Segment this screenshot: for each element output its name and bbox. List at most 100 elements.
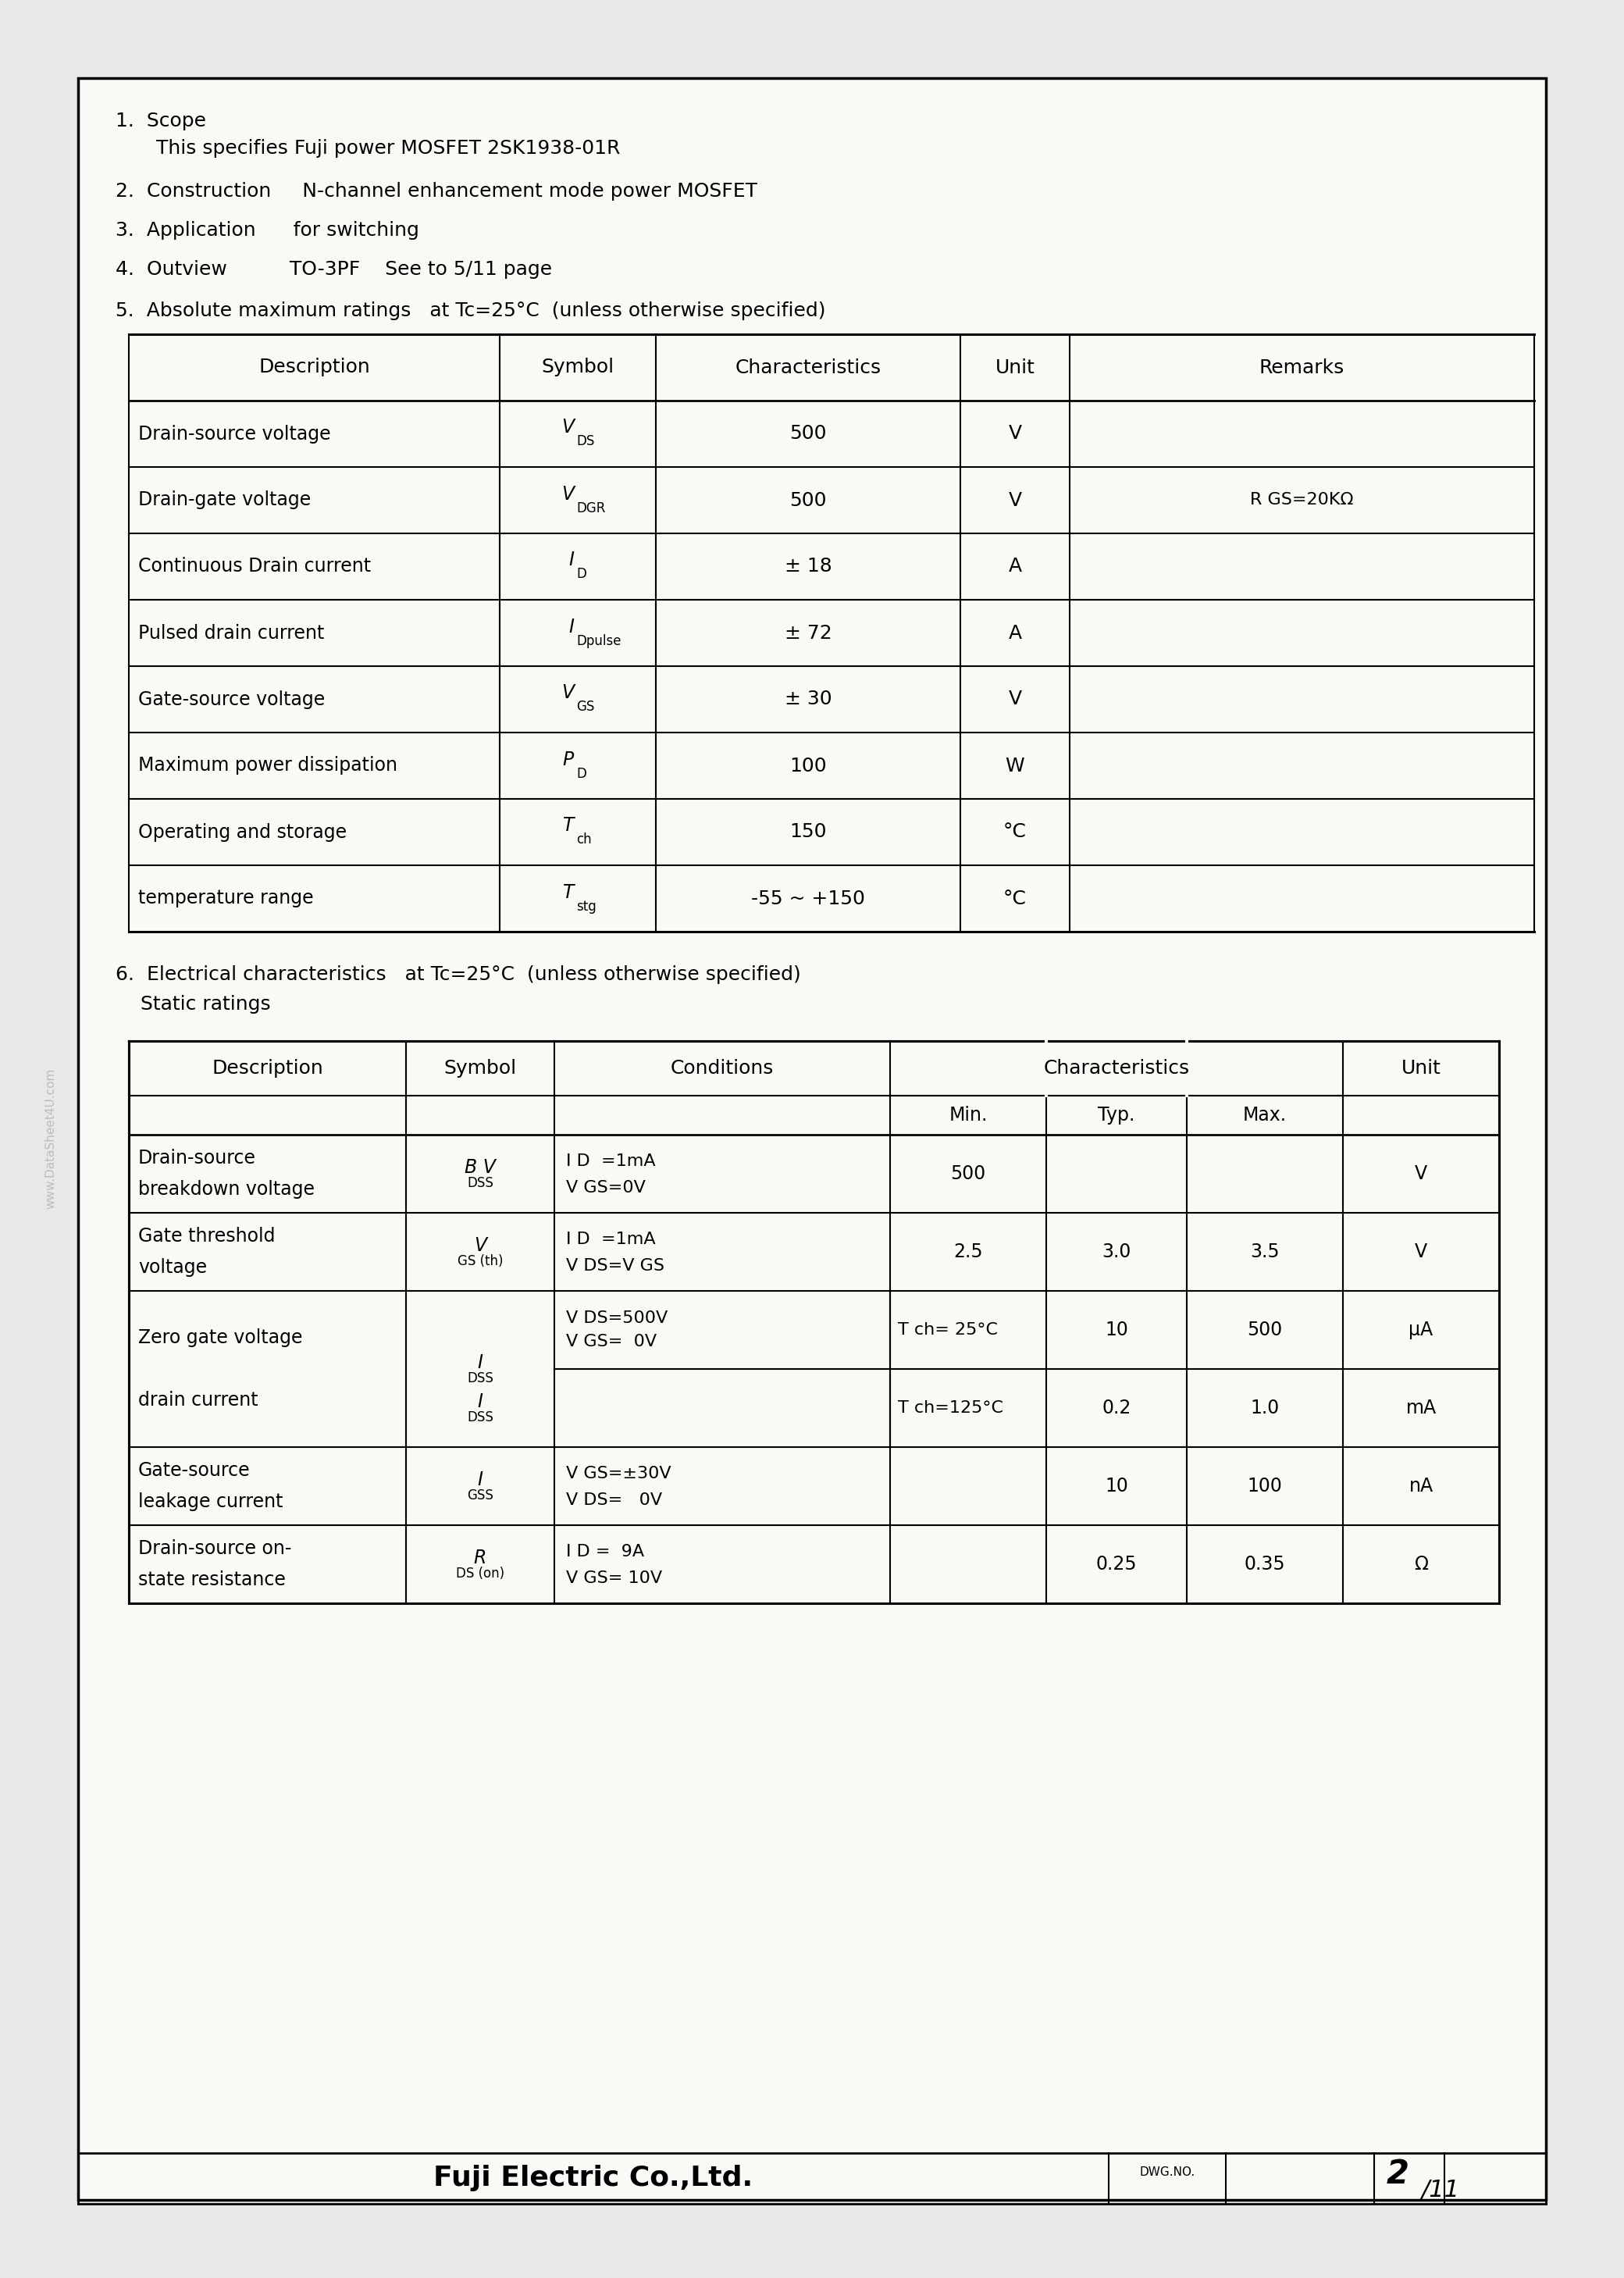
Text: Description: Description	[211, 1059, 323, 1077]
Text: GS (th): GS (th)	[458, 1255, 503, 1269]
Text: °C: °C	[1004, 888, 1026, 909]
Text: This specifies Fuji power MOSFET 2SK1938-01R: This specifies Fuji power MOSFET 2SK1938…	[132, 139, 620, 157]
Text: 0.25: 0.25	[1096, 1556, 1137, 1574]
Text: W: W	[1005, 756, 1025, 775]
Text: R GS=20KΩ: R GS=20KΩ	[1250, 492, 1354, 508]
Text: DS (on): DS (on)	[456, 1567, 505, 1581]
Text: DS: DS	[577, 435, 594, 449]
Text: GS: GS	[577, 699, 594, 715]
Text: Operating and storage: Operating and storage	[138, 822, 348, 841]
Text: B V: B V	[464, 1157, 495, 1178]
Text: I: I	[477, 1472, 482, 1490]
Text: Characteristics: Characteristics	[1044, 1059, 1189, 1077]
Text: Gate-source voltage: Gate-source voltage	[138, 690, 325, 708]
Text: R: R	[474, 1549, 487, 1567]
Text: 10: 10	[1104, 1321, 1129, 1339]
Text: I D  =1mA: I D =1mA	[567, 1232, 656, 1246]
Text: Fuji Electric Co.,Ltd.: Fuji Electric Co.,Ltd.	[434, 2164, 754, 2191]
Text: Static ratings: Static ratings	[115, 995, 271, 1014]
Text: V: V	[562, 485, 573, 503]
Text: 2.  Construction     N-channel enhancement mode power MOSFET: 2. Construction N-channel enhancement mo…	[115, 182, 757, 200]
Text: V: V	[474, 1237, 487, 1255]
Text: 500: 500	[789, 424, 827, 444]
Text: DWG.NO.: DWG.NO.	[1140, 2166, 1195, 2178]
Text: Continuous Drain current: Continuous Drain current	[138, 558, 370, 576]
Text: Gate threshold: Gate threshold	[138, 1228, 274, 1246]
Text: breakdown voltage: breakdown voltage	[138, 1180, 315, 1198]
Text: I: I	[477, 1392, 482, 1410]
Text: Symbol: Symbol	[541, 358, 614, 376]
Text: I D  =1mA: I D =1mA	[567, 1153, 656, 1169]
Text: ± 30: ± 30	[784, 690, 831, 708]
Text: -55 ~ +150: -55 ~ +150	[752, 888, 866, 909]
Text: temperature range: temperature range	[138, 888, 313, 909]
Text: V: V	[1009, 690, 1021, 708]
Text: A: A	[1009, 624, 1021, 642]
Text: Typ.: Typ.	[1098, 1105, 1135, 1125]
Text: 1.0: 1.0	[1250, 1399, 1280, 1417]
Text: A: A	[1009, 558, 1021, 576]
Text: Description: Description	[258, 358, 370, 376]
Text: P: P	[564, 749, 573, 770]
Text: T ch=125°C: T ch=125°C	[898, 1401, 1004, 1417]
Text: V: V	[1415, 1164, 1427, 1182]
Text: DGR: DGR	[577, 501, 606, 515]
Text: Conditions: Conditions	[671, 1059, 775, 1077]
Text: /11: /11	[1421, 2178, 1460, 2201]
Text: I: I	[568, 617, 573, 636]
Text: V: V	[562, 419, 573, 437]
Text: 4.  Outview          TO-3PF    See to 5/11 page: 4. Outview TO-3PF See to 5/11 page	[115, 260, 552, 278]
Text: Dpulse: Dpulse	[577, 633, 620, 647]
Text: V: V	[1009, 490, 1021, 510]
Text: V: V	[1009, 424, 1021, 444]
Text: I: I	[477, 1353, 482, 1371]
Text: 1.  Scope: 1. Scope	[115, 112, 206, 130]
Text: T ch= 25°C: T ch= 25°C	[898, 1321, 997, 1337]
Text: 2.5: 2.5	[953, 1242, 983, 1262]
Text: 6.  Electrical characteristics   at Tc=25°C  (unless otherwise specified): 6. Electrical characteristics at Tc=25°C…	[115, 966, 801, 984]
Text: Drain-source: Drain-source	[138, 1148, 257, 1169]
Text: V GS=  0V: V GS= 0V	[567, 1335, 656, 1349]
Text: voltage: voltage	[138, 1257, 206, 1278]
Text: DSS: DSS	[468, 1371, 494, 1385]
Text: ch: ch	[577, 834, 591, 847]
Text: ± 18: ± 18	[784, 558, 831, 576]
Text: DSS: DSS	[468, 1410, 494, 1424]
Text: °C: °C	[1004, 822, 1026, 841]
Text: Remarks: Remarks	[1259, 358, 1345, 376]
Text: 100: 100	[789, 756, 827, 775]
Text: www.DataSheet4U.com: www.DataSheet4U.com	[45, 1068, 57, 1210]
Text: 3.0: 3.0	[1103, 1242, 1130, 1262]
Text: Max.: Max.	[1242, 1105, 1286, 1125]
Text: DSS: DSS	[468, 1175, 494, 1189]
Text: Ω: Ω	[1415, 1556, 1427, 1574]
Text: 150: 150	[789, 822, 827, 841]
Text: ± 72: ± 72	[784, 624, 831, 642]
Text: V DS=   0V: V DS= 0V	[567, 1492, 663, 1508]
Text: I D =  9A: I D = 9A	[567, 1544, 645, 1560]
Text: Min.: Min.	[948, 1105, 987, 1125]
Text: V DS=V GS: V DS=V GS	[567, 1257, 664, 1273]
Text: I: I	[568, 551, 573, 570]
Text: V: V	[562, 683, 573, 702]
Text: V: V	[1415, 1242, 1427, 1262]
Text: V GS= 10V: V GS= 10V	[567, 1570, 663, 1585]
Text: GSS: GSS	[468, 1488, 494, 1503]
Text: stg: stg	[577, 900, 596, 913]
Text: 100: 100	[1247, 1476, 1283, 1494]
Text: Unit: Unit	[996, 358, 1034, 376]
Text: leakage current: leakage current	[138, 1492, 283, 1510]
Text: nA: nA	[1410, 1476, 1432, 1494]
Text: Maximum power dissipation: Maximum power dissipation	[138, 756, 398, 775]
Text: Drain-source on-: Drain-source on-	[138, 1540, 292, 1558]
Text: D: D	[577, 567, 586, 581]
Text: Gate-source: Gate-source	[138, 1460, 250, 1481]
Text: 3.5: 3.5	[1250, 1242, 1280, 1262]
Text: 500: 500	[950, 1164, 986, 1182]
Text: mA: mA	[1406, 1399, 1436, 1417]
Text: 0.2: 0.2	[1103, 1399, 1130, 1417]
Text: drain current: drain current	[138, 1392, 258, 1410]
Text: T: T	[562, 816, 573, 836]
Text: Unit: Unit	[1402, 1059, 1440, 1077]
Text: 10: 10	[1104, 1476, 1129, 1494]
